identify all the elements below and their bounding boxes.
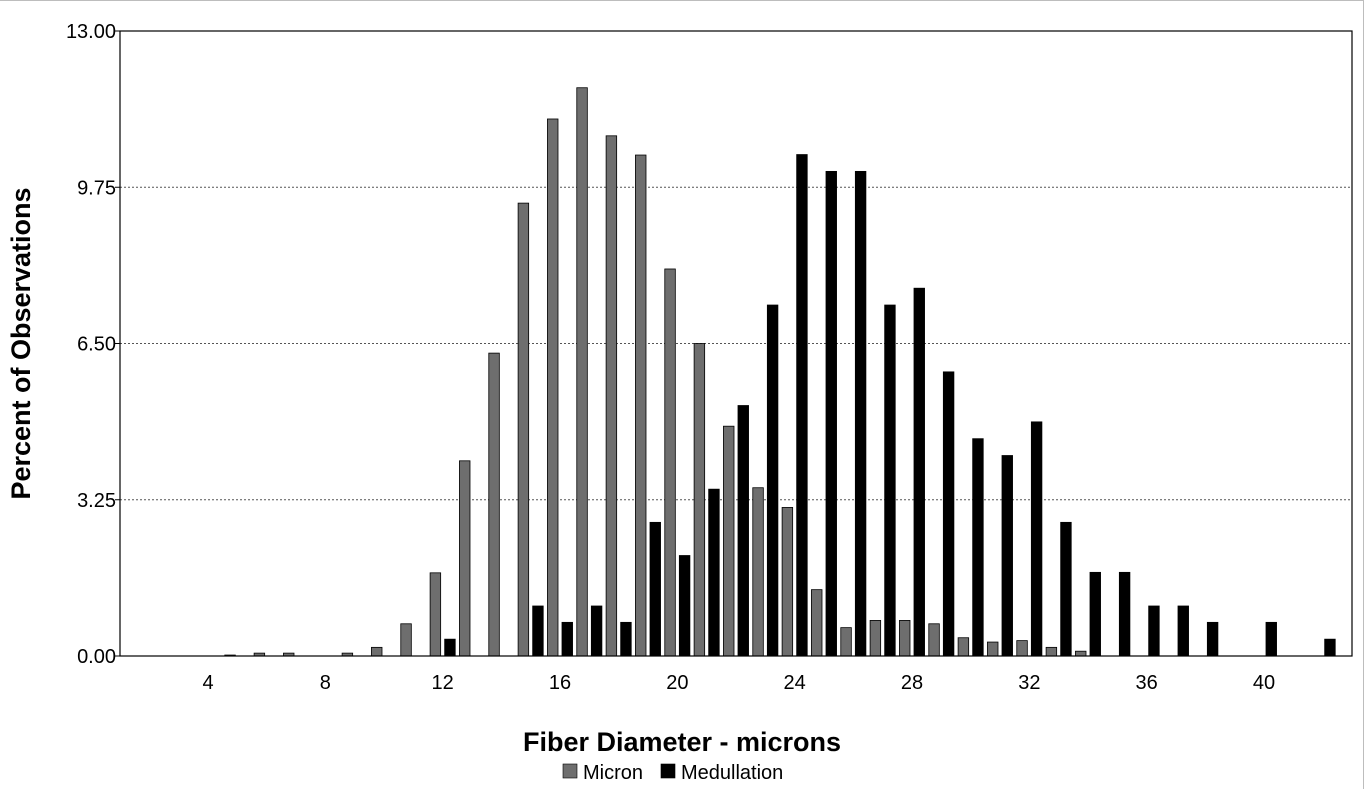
- micron-bar: [635, 154, 647, 657]
- medullation-bar: [532, 605, 544, 657]
- y-tick-label: 0.00: [77, 646, 116, 668]
- micron-bar: [664, 268, 676, 657]
- medullation-bar: [678, 555, 691, 657]
- legend-swatch: [660, 763, 676, 779]
- medullation-bar: [708, 488, 720, 657]
- micron-bar: [547, 118, 559, 657]
- medullation-bar: [1148, 605, 1160, 657]
- x-tick-label: 40: [1253, 672, 1275, 694]
- micron-bar: [752, 487, 764, 657]
- medullation-bar: [766, 304, 779, 657]
- bars: [224, 87, 1336, 657]
- medullation-bar: [942, 371, 955, 657]
- medullation-bar: [1118, 571, 1131, 657]
- micron-bar: [723, 425, 735, 657]
- micron-bar: [605, 135, 618, 657]
- x-tick-label: 4: [202, 672, 213, 694]
- micron-bar: [517, 202, 530, 657]
- y-tick-label: 13.00: [66, 21, 116, 43]
- y-tick-label: 9.75: [77, 177, 116, 199]
- micron-bar: [811, 589, 823, 657]
- medullation-bar: [444, 638, 456, 657]
- micron-bar: [400, 623, 412, 657]
- medullation-bar: [1060, 521, 1072, 657]
- micron-bar: [1075, 650, 1087, 657]
- x-tick-label: 16: [549, 672, 571, 694]
- x-tick-label: 8: [320, 672, 331, 694]
- micron-bar: [576, 87, 588, 657]
- medullation-bar: [590, 605, 603, 657]
- y-tick-label: 3.25: [77, 490, 116, 512]
- medullation-bar: [972, 438, 984, 657]
- x-tick-label: 20: [666, 672, 688, 694]
- medullation-bar: [649, 521, 661, 657]
- micron-bar: [899, 620, 911, 657]
- gridlines: [120, 186, 1352, 501]
- x-axis-ticks: 4 8 12 16 20 24 28 32 36 40: [202, 672, 1275, 694]
- micron-bar: [957, 637, 970, 657]
- x-tick-label: 32: [1018, 672, 1040, 694]
- micron-bar: [459, 460, 471, 657]
- y-axis-title: Percent of Observations: [6, 187, 36, 499]
- micron-bar: [488, 352, 500, 657]
- medullation-bar: [1324, 638, 1336, 657]
- medullation-bar: [796, 154, 808, 657]
- medullation-bar: [854, 170, 867, 657]
- medullation-bar: [1265, 621, 1277, 657]
- legend: Micron Medullation: [562, 762, 783, 784]
- micron-bar: [429, 572, 442, 657]
- medullation-bar: [913, 287, 925, 657]
- micron-bar: [928, 623, 940, 657]
- micron-bar: [1045, 646, 1058, 657]
- medullation-bar: [561, 621, 573, 657]
- x-tick-label: 24: [784, 672, 806, 694]
- medullation-bar: [884, 304, 896, 657]
- micron-bar: [869, 620, 882, 657]
- micron-bar: [1016, 640, 1028, 657]
- x-axis-title: Fiber Diameter - microns: [523, 727, 841, 757]
- micron-bar: [781, 507, 794, 657]
- medullation-bar: [1206, 621, 1219, 657]
- medullation-bar: [1030, 421, 1043, 657]
- legend-swatch: [562, 763, 578, 779]
- y-tick-label: 6.50: [77, 334, 116, 356]
- micron-bar: [371, 646, 383, 657]
- micron-bar: [693, 343, 706, 657]
- legend-label: Medullation: [681, 762, 783, 784]
- x-tick-label: 12: [432, 672, 454, 694]
- legend-label: Micron: [583, 762, 643, 784]
- micron-bar: [840, 627, 852, 657]
- medullation-bar: [1089, 571, 1101, 657]
- medullation-bar: [620, 621, 632, 657]
- micron-bar: [987, 641, 999, 657]
- y-axis-ticks: 0.00 3.25 6.50 9.75 13.00: [66, 21, 120, 668]
- medullation-bar: [1177, 605, 1189, 657]
- medullation-bar: [825, 170, 837, 657]
- x-tick-label: 28: [901, 672, 923, 694]
- x-tick-label: 36: [1136, 672, 1158, 694]
- medullation-bar: [1001, 455, 1013, 657]
- medullation-bar: [737, 405, 749, 657]
